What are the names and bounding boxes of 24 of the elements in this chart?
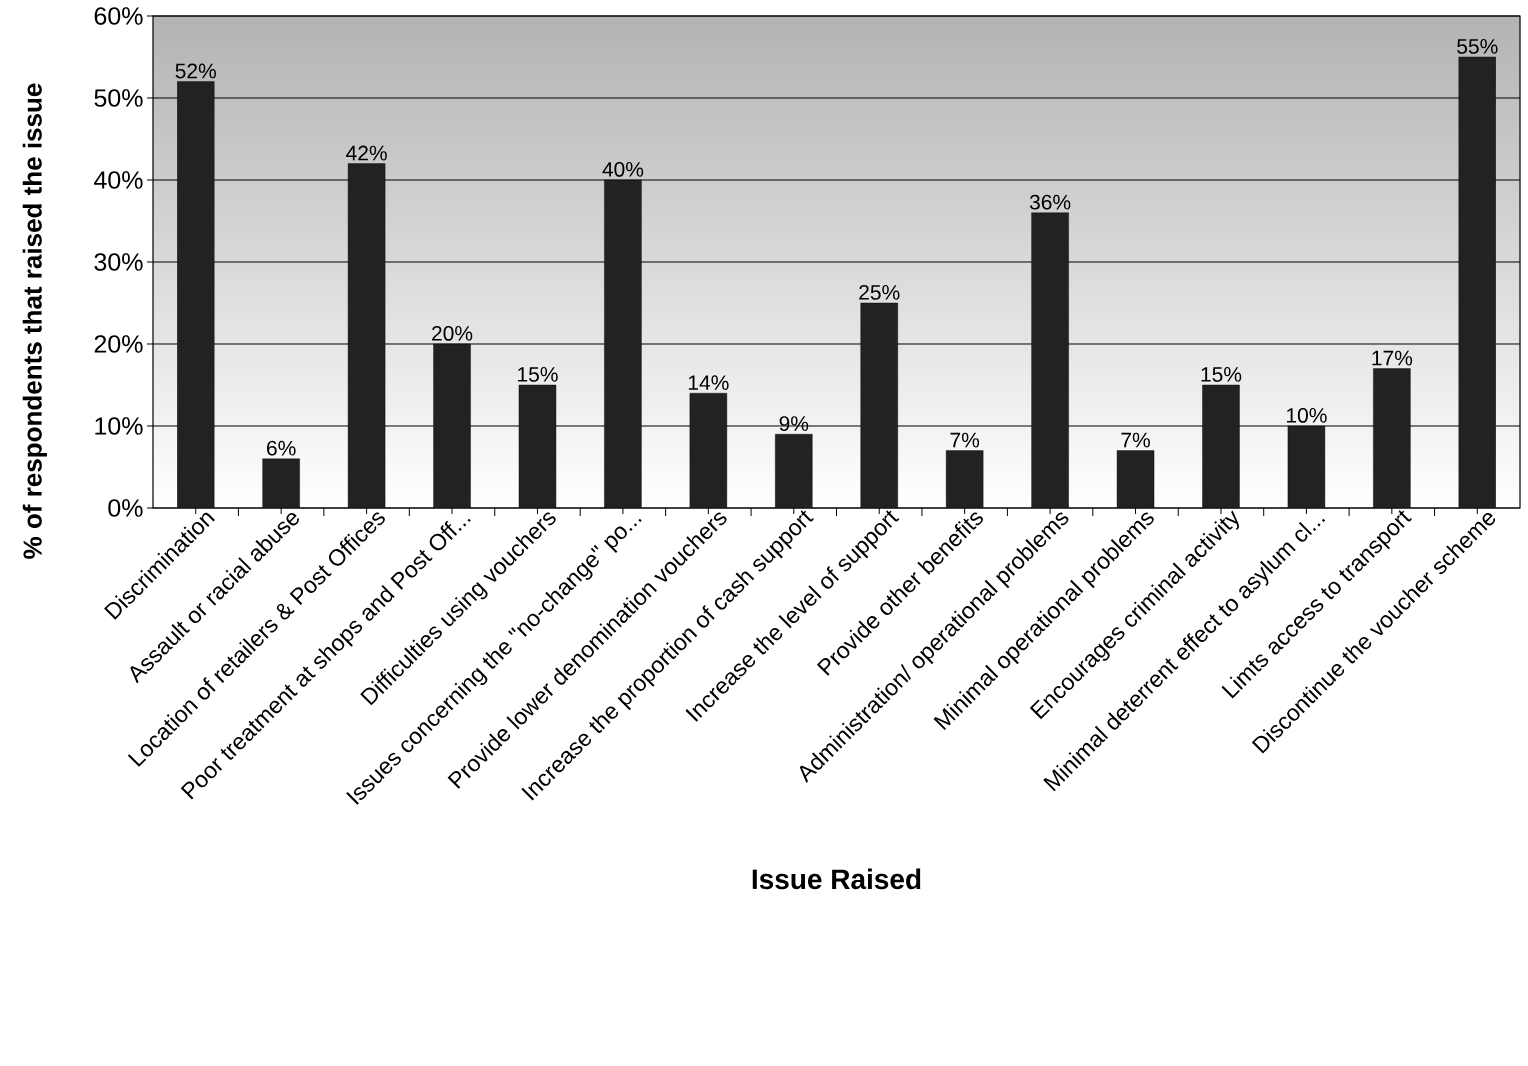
y-tick-label: 40% [94, 171, 143, 189]
data-label: 9% [779, 416, 809, 431]
y-tick-label: 20% [94, 335, 143, 353]
data-label: 6% [267, 440, 296, 456]
data-label: 15% [1201, 367, 1242, 382]
data-label: 40% [602, 161, 644, 177]
data-label: 15% [518, 367, 558, 382]
data-label: 42% [346, 145, 387, 161]
y-tick-label: 60% [94, 7, 143, 25]
data-label: 14% [688, 375, 729, 390]
x-axis-title: Issue Raised [752, 868, 921, 890]
y-axis-title: % of respondents that raised the issue [22, 83, 47, 559]
data-label: 36% [1029, 194, 1071, 210]
data-label: 10% [1286, 407, 1327, 423]
y-tick-label: 30% [94, 253, 143, 271]
data-label: 17% [1372, 350, 1413, 366]
data-label: 55% [1457, 39, 1498, 54]
data-label: 20% [432, 325, 473, 341]
y-tick-label: 10% [95, 417, 143, 435]
data-label: 7% [950, 432, 980, 448]
data-label: 52% [175, 63, 216, 79]
data-label: 25% [859, 284, 900, 300]
data-label: 7% [1121, 432, 1150, 448]
y-tick-label: 50% [94, 89, 143, 107]
